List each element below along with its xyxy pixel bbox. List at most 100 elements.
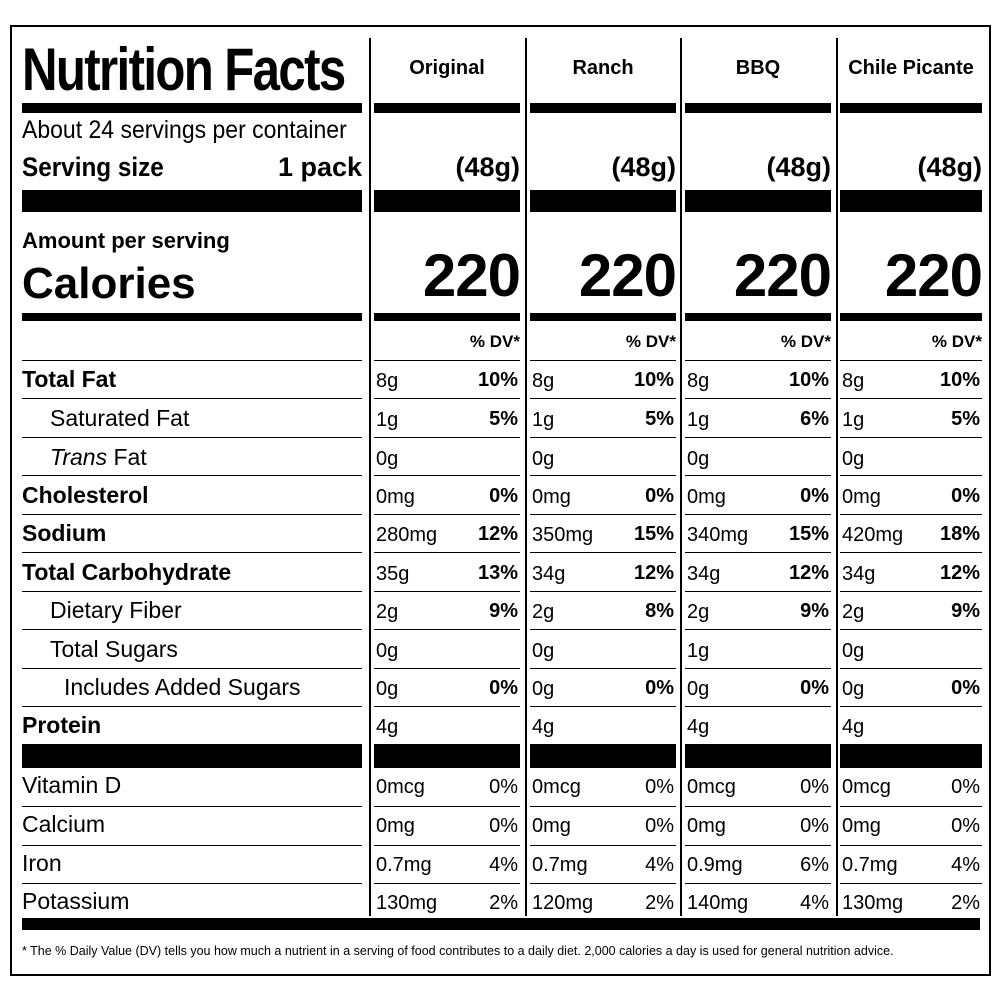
row-divider (530, 806, 676, 807)
nutrient-label: Total Carbohydrate (22, 559, 232, 585)
column-dv-header: % DV* (469, 332, 520, 351)
daily-value-footnote: * The % Daily Value (DV) tells you how m… (22, 944, 894, 958)
nutrient-amount: 2g (532, 601, 555, 623)
nutrient-amount: 0g (376, 448, 399, 470)
row-divider (685, 883, 831, 884)
row-divider (840, 845, 982, 846)
column-calories-rule (685, 313, 831, 321)
row-divider (530, 629, 676, 630)
nutrient-amount: 8g (532, 370, 555, 392)
row-divider (685, 475, 831, 476)
nutrient-label: Total Fat (22, 366, 117, 392)
column-serving-size: (48g) (611, 152, 676, 182)
nutrient-amount: 350mg (532, 524, 594, 546)
column-protein-rule-thick (685, 744, 831, 768)
nutrient-amount: 2g (842, 601, 865, 623)
vitamin-amount: 0mcg (376, 776, 425, 798)
nutrient-daily-value: 0% (951, 485, 980, 507)
vitamin-daily-value: 4% (951, 854, 980, 876)
row-divider (374, 706, 520, 707)
column-header-rule (840, 103, 982, 113)
column-serving-rule-thick (374, 190, 520, 212)
column-serving-rule-thick (530, 190, 676, 212)
vitamin-daily-value: 2% (951, 892, 980, 914)
nutrient-daily-value: 15% (788, 523, 829, 545)
calories-rule (22, 313, 362, 321)
vitamin-amount: 140mg (687, 892, 749, 914)
nutrient-amount: 34g (532, 563, 566, 585)
nutrient-daily-value: 0% (645, 677, 674, 699)
vitamin-daily-value: 0% (951, 776, 980, 798)
nutrient-label: Sodium (22, 520, 107, 546)
nutrient-amount: 2g (376, 601, 399, 623)
row-divider (840, 360, 982, 361)
column-calories-value: 220 (422, 242, 521, 309)
nutrient-label: Trans Fat (50, 446, 147, 469)
nutrient-amount: 4g (687, 716, 710, 738)
nutrient-amount: 0g (842, 448, 865, 470)
row-divider (685, 437, 831, 438)
vitamin-amount: 120mg (532, 892, 594, 914)
nutrient-label: Dietary Fiber (50, 597, 182, 623)
nutrient-daily-value: 9% (489, 600, 518, 622)
nutrient-daily-value: 0% (800, 485, 829, 507)
amount-per-serving-label: Amount per serving (22, 228, 230, 253)
vitamin-amount: 0.7mg (376, 854, 432, 876)
vitamin-daily-value: 0% (645, 815, 674, 837)
vitamin-amount: 0mg (376, 815, 415, 837)
nutrient-amount: 1g (687, 640, 710, 662)
row-divider (374, 514, 520, 515)
row-divider (685, 398, 831, 399)
vitamin-label: Potassium (22, 888, 130, 914)
calories-label: Calories (22, 259, 196, 308)
row-divider (840, 668, 982, 669)
nutrient-amount: 1g (687, 409, 710, 431)
column-calories-rule (374, 313, 520, 321)
nutrient-amount: 4g (842, 716, 865, 738)
row-divider (374, 360, 520, 361)
row-divider (22, 806, 362, 807)
row-divider (530, 845, 676, 846)
nutrient-label: Protein (22, 712, 102, 738)
vitamin-amount: 130mg (842, 892, 904, 914)
column-protein-rule-thick (840, 744, 982, 768)
nutrient-daily-value: 0% (489, 485, 518, 507)
row-divider (530, 475, 676, 476)
serving-size-value: 1 pack (277, 152, 362, 182)
vitamin-amount: 0.9mg (687, 854, 743, 876)
nutrient-daily-value: 0% (645, 485, 674, 507)
nutrient-daily-value: 10% (477, 369, 518, 391)
row-divider (840, 514, 982, 515)
row-divider (530, 706, 676, 707)
column-header-rule (374, 103, 520, 113)
vitamin-daily-value: 0% (645, 776, 674, 798)
column-serving-rule-thick (685, 190, 831, 212)
row-divider (530, 360, 676, 361)
nutrient-label: Total Sugars (50, 636, 178, 662)
row-divider (374, 591, 520, 592)
column-serving-size: (48g) (766, 152, 831, 182)
nutrient-label-italic: Trans (50, 444, 108, 470)
nutrient-daily-value: 12% (788, 562, 829, 584)
column-calories-value: 220 (578, 242, 677, 309)
column-serving-rule-thick (840, 190, 982, 212)
row-divider (374, 668, 520, 669)
nutrient-amount: 0g (687, 678, 710, 700)
row-divider (22, 591, 362, 592)
column-calories-rule (530, 313, 676, 321)
title-rule (22, 103, 362, 113)
nutrient-amount: 0g (532, 640, 555, 662)
nutrient-daily-value: 10% (633, 369, 674, 391)
row-divider (22, 360, 362, 361)
servings-per-container: About 24 servings per container (22, 116, 347, 144)
nutrient-daily-value: 0% (951, 677, 980, 699)
column-serving-size: (48g) (917, 152, 982, 182)
row-divider (530, 437, 676, 438)
column-header-rule (530, 103, 676, 113)
row-divider (685, 514, 831, 515)
column-serving-size: (48g) (455, 152, 520, 182)
vitamin-daily-value: 0% (800, 815, 829, 837)
row-divider (22, 514, 362, 515)
nutrient-amount: 8g (842, 370, 865, 392)
column-dv-header: % DV* (931, 332, 982, 351)
